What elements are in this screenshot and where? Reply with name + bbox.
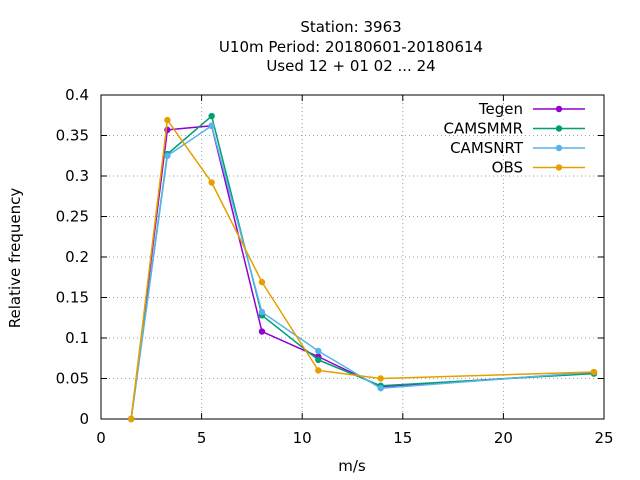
title-line-3: Used 12 + 01 02 ... 24 bbox=[266, 57, 435, 75]
data-point-obs bbox=[127, 415, 135, 423]
data-point-camsmmr bbox=[208, 112, 215, 120]
y-tick-label: 0 bbox=[79, 410, 89, 428]
data-point-obs bbox=[590, 368, 598, 376]
y-tick-label: 0.15 bbox=[56, 289, 89, 307]
legend-label: OBS bbox=[492, 159, 523, 177]
legend-item-camsnrt: CAMSNRT bbox=[450, 139, 585, 157]
data-point-obs bbox=[315, 367, 322, 374]
axes: 0 5 10 15 20 25 0 0.05 0.1 0.15 0.2 0.25 0.3 0.35 0.4 bbox=[56, 86, 614, 447]
data-point-camsnrt bbox=[377, 385, 384, 392]
x-tick-label: 20 bbox=[494, 429, 513, 447]
legend-marker bbox=[555, 125, 563, 132]
data-point-tegen bbox=[164, 126, 171, 134]
title-line-2: U10m Period: 20180601-20180614 bbox=[219, 38, 483, 56]
series-camsnrt bbox=[127, 122, 598, 423]
legend-item-camsmmr: CAMSMMR bbox=[443, 120, 585, 138]
legend-item-tegen: Tegen bbox=[478, 100, 585, 118]
title-line-1: Station: 3963 bbox=[300, 18, 401, 36]
x-tick-label: 0 bbox=[96, 429, 106, 447]
data-point-obs bbox=[377, 375, 384, 382]
x-tick-label: 5 bbox=[197, 429, 207, 447]
y-tick-label: 0.3 bbox=[65, 167, 89, 185]
data-point-obs bbox=[164, 116, 171, 124]
legend-marker bbox=[555, 144, 563, 152]
y-tick-label: 0.05 bbox=[56, 370, 89, 388]
y-tick-label: 0.25 bbox=[56, 208, 89, 226]
chart-title: Station: 3963 U10m Period: 20180601-2018… bbox=[219, 18, 483, 75]
series-line-camsnrt bbox=[130, 125, 594, 420]
data-point-camsmmr bbox=[315, 356, 322, 364]
y-axis-label: Relative frequency bbox=[6, 188, 24, 329]
x-tick-label: 10 bbox=[293, 429, 312, 447]
x-tick-label: 15 bbox=[393, 429, 412, 447]
legend-item-obs: OBS bbox=[492, 159, 585, 177]
legend-label: Tegen bbox=[478, 100, 523, 118]
data-point-obs bbox=[208, 179, 215, 186]
y-tick-label: 0.2 bbox=[65, 248, 89, 266]
grid bbox=[101, 95, 604, 419]
legend-marker bbox=[555, 164, 563, 171]
plot-area bbox=[127, 112, 598, 423]
y-tick-label: 0.35 bbox=[56, 127, 89, 145]
y-tick-label: 0.1 bbox=[65, 329, 89, 347]
y-tick-label: 0.4 bbox=[65, 86, 89, 104]
legend-label: CAMSMMR bbox=[443, 120, 523, 138]
legend-marker bbox=[555, 105, 563, 113]
data-point-obs bbox=[258, 278, 266, 286]
plot-frame bbox=[100, 94, 605, 420]
legend-label: CAMSNRT bbox=[450, 139, 524, 157]
data-point-camsnrt bbox=[315, 347, 322, 355]
x-axis-label: m/s bbox=[338, 457, 366, 475]
x-tick-label: 25 bbox=[594, 429, 613, 447]
data-point-camsnrt bbox=[258, 308, 266, 316]
series-obs bbox=[127, 116, 598, 423]
data-point-tegen bbox=[258, 328, 266, 335]
series-line-tegen bbox=[130, 125, 594, 420]
series-line-obs bbox=[130, 119, 594, 420]
data-point-camsnrt bbox=[208, 122, 215, 129]
data-point-camsnrt bbox=[164, 152, 171, 159]
